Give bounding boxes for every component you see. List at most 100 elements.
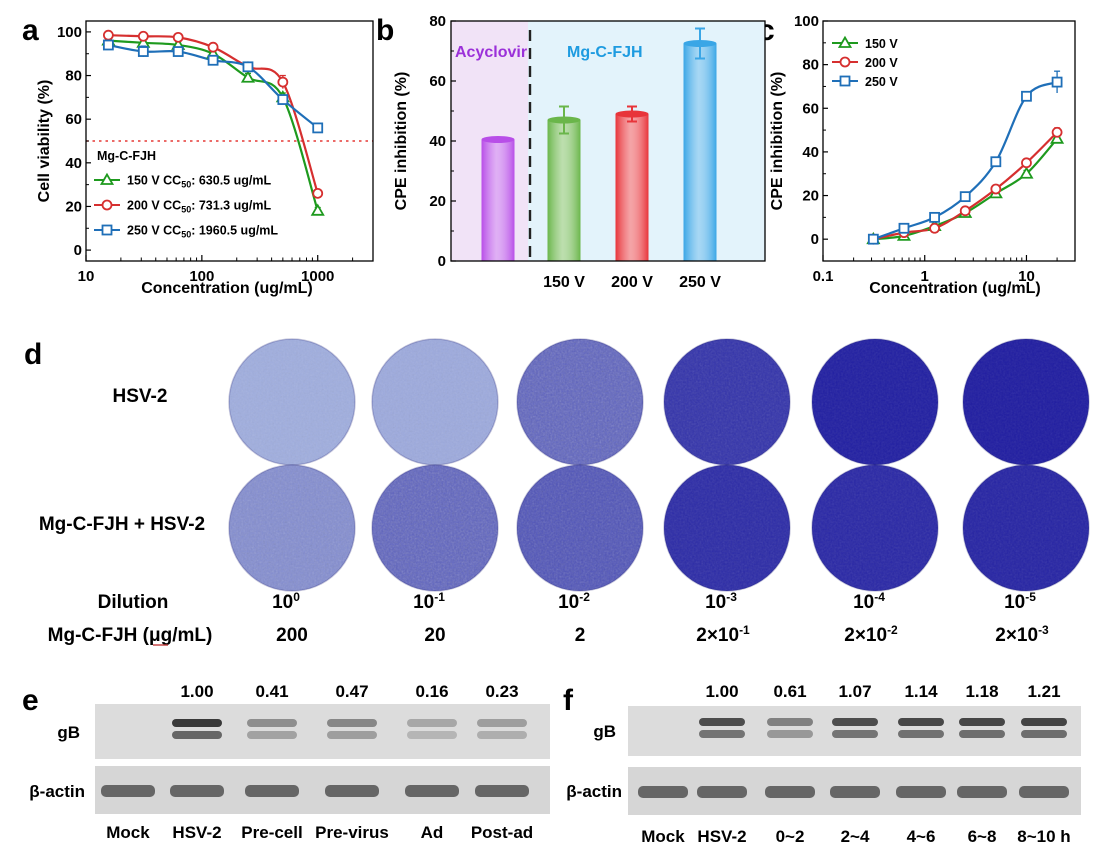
xtick-label-a-2: 1000: [301, 268, 334, 285]
ytick-label-a-1: 20: [65, 198, 82, 215]
blot-f-lane-label-6: 8~10 h: [1017, 827, 1070, 846]
point-c-1-5: [1021, 157, 1032, 169]
plate-texture-1-1: [372, 465, 498, 591]
point-a-2-1: [137, 46, 149, 57]
point-c-2-5-shape: [1021, 90, 1032, 102]
plate-texture-1-5: [963, 465, 1089, 591]
blot-f-actin-band-5: [957, 786, 1007, 798]
plot-frame-c: [822, 20, 1076, 262]
ytick-label-a-3: 60: [65, 111, 82, 128]
panel-letter-f: f: [563, 684, 574, 717]
blot-e-value-5: 0.23: [485, 682, 518, 701]
blot-f-lane-label-2: 0~2: [776, 827, 805, 846]
blot-f-value-3: 1.07: [838, 682, 871, 701]
blot-f-actin-band-6: [1019, 786, 1069, 798]
point-c-1-6: [1051, 126, 1063, 138]
legend-marker-a-0-shape: [99, 172, 115, 185]
point-c-1-2: [929, 222, 940, 234]
blot-f-actin-band-3: [830, 786, 880, 798]
legend-label-a-2: 250 V CC50: 1960.5 ug/mL: [127, 224, 278, 240]
blot-f-row-gb: gB: [593, 722, 616, 741]
plate-texture-0-3: [664, 339, 790, 465]
chart-b: 150 V 200 V 250 V 0 20 40 60 80 Acyclovir Mg-C-…: [393, 13, 766, 291]
row-label-hsv2: HSV-2: [113, 386, 168, 407]
concentration-label-4: 2×10-2: [844, 623, 898, 646]
point-a-1-5: [277, 76, 289, 88]
chart-a: 0 20 40 60 80 100 10 100 1000 Concentration (ug/…: [36, 20, 374, 297]
xtick-label-c-1: 1: [921, 268, 929, 285]
blot-f-value-6: 1.21: [1027, 682, 1060, 701]
point-a-1-1: [137, 30, 149, 42]
point-c-1-4-shape: [990, 183, 1002, 195]
legend-marker-c-1: [839, 56, 851, 68]
plate-texture-0-1: [372, 339, 498, 465]
point-c-1-3-shape: [959, 205, 971, 217]
point-a-2-6: [312, 122, 324, 134]
ytick-label-c-5: 100: [794, 13, 819, 30]
y-axis-label-c: CPE inhibition (%): [769, 72, 786, 211]
blot-e-value-3: 0.47: [335, 682, 368, 701]
ytick-label-c-4: 80: [802, 57, 819, 74]
plate-rim-1-4: [811, 464, 939, 592]
point-c-1-2-shape: [929, 222, 940, 234]
blot-f-actin-band-0: [638, 786, 688, 798]
blot-f-gb-lower-band-2: [767, 730, 813, 738]
legend-marker-a-2: [101, 224, 113, 236]
ytick-label-b-0: 0: [438, 253, 446, 270]
blot-f-actin-band-1: [697, 786, 747, 798]
concentration-label-3: 2×10-1: [696, 623, 750, 646]
point-c-2-0-shape: [867, 233, 879, 245]
blot-f-value-2: 0.61: [773, 682, 806, 701]
blot-e-value-4: 0.16: [415, 682, 448, 701]
blot-f-gb-upper-band-1: [699, 718, 745, 726]
legend-title-a: Mg-C-FJH: [97, 149, 156, 163]
legend-marker-c-2-shape: [839, 75, 851, 87]
point-a-1-0: [102, 29, 114, 41]
legend-c: 150 V 200 V 250 V: [832, 35, 898, 89]
legend-label-a-0: 150 V CC50: 630.5 ug/mL: [127, 174, 271, 190]
ytick-label-c-3: 60: [802, 100, 819, 117]
plate-rim-1-1: [371, 464, 499, 592]
point-c-0-6-shape: [1050, 131, 1065, 144]
point-a-2-0-shape: [102, 39, 114, 51]
plate-texture-1-2: [517, 465, 643, 591]
legend-marker-a-2-shape: [101, 224, 113, 236]
blot-f-lane-label-5: 6~8: [968, 827, 997, 846]
point-a-1-0-shape: [102, 29, 114, 41]
bar-shine-2: [615, 114, 649, 261]
ytick-label-b-2: 40: [429, 133, 446, 150]
blot-f-value-1: 1.00: [705, 682, 738, 701]
point-a-1-3: [207, 41, 219, 53]
bar-shine-0: [481, 139, 515, 261]
blot-e-actin-band-3: [325, 785, 379, 797]
blot-f-gb-lower-band-3: [832, 730, 878, 738]
point-c-1-4: [990, 183, 1002, 195]
plate-texture-1-4: [812, 465, 938, 591]
legend-label-c-1: 200 V: [865, 56, 898, 70]
blot-e-value-1: 1.00: [180, 682, 213, 701]
xtick-label-a-0: 10: [78, 268, 95, 285]
plate-texture-1-0: [229, 465, 355, 591]
point-a-2-2-shape: [172, 46, 184, 57]
point-c-0-5-shape: [1019, 166, 1034, 179]
point-a-2-3-shape: [207, 54, 219, 66]
dilution-label-4: 10-4: [853, 590, 885, 613]
blot-f-gb-upper-band-2: [767, 718, 813, 726]
xtick-label-c-2: 10: [1018, 268, 1035, 285]
plate-texture-1-3: [664, 465, 790, 591]
point-a-0-6-shape: [310, 203, 325, 216]
ytick-label-c-2: 40: [802, 144, 819, 161]
blot-e-actin-band-1: [170, 785, 224, 797]
ytick-label-a-5: 100: [57, 24, 82, 41]
point-a-1-2-shape: [172, 31, 184, 43]
blot-f-gb-lower-band-5: [959, 730, 1005, 738]
concentration-label-2: 2: [575, 625, 586, 646]
blot-f-gb-upper-band-4: [898, 718, 944, 726]
blot-e-gb-upper-band-4: [407, 719, 457, 727]
group-label-acyclovir: Acyclovir: [455, 44, 527, 61]
point-a-1-5-shape: [277, 76, 289, 88]
point-c-2-4: [990, 156, 1002, 168]
point-a-2-2: [172, 46, 184, 57]
panel-letter-b: b: [376, 14, 394, 47]
bar-category-label-3: 250 V: [679, 274, 721, 291]
